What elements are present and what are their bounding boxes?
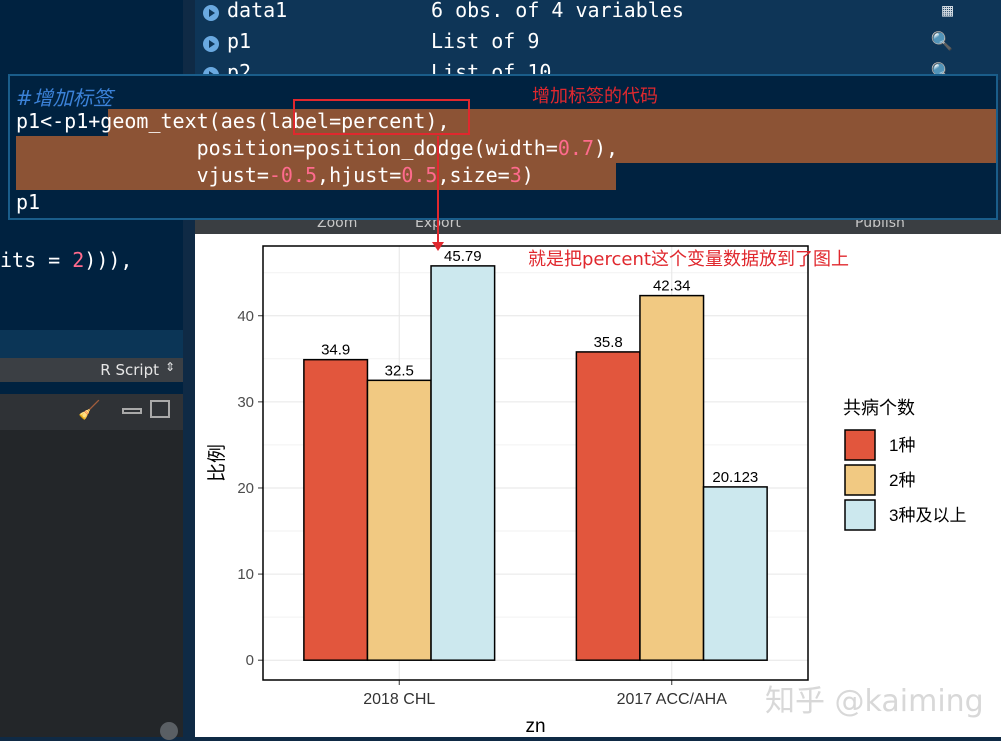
code-token: p1<-p1+ bbox=[16, 109, 101, 133]
console-toolbar: 🧹 bbox=[0, 394, 183, 430]
code-token: position=position_dodge(width= bbox=[16, 136, 558, 160]
code-token: vjust= bbox=[16, 163, 269, 187]
annotation-label: 增加标签的代码 bbox=[532, 86, 658, 107]
code-token: ), bbox=[593, 136, 619, 160]
console-pane bbox=[0, 430, 183, 737]
data-label: 34.9 bbox=[321, 342, 350, 359]
expand-arrow-icon[interactable] bbox=[203, 5, 219, 21]
code-number: 3 bbox=[509, 163, 522, 187]
legend-label: 1种 bbox=[889, 436, 915, 455]
data-label: 20.123 bbox=[712, 469, 758, 486]
code-number: 2 bbox=[72, 248, 85, 272]
code-line-1: p1<-p1+geom_text(aes(label=percent), bbox=[16, 109, 450, 133]
maximize-icon[interactable] bbox=[150, 400, 170, 418]
updown-icon[interactable]: ⇕ bbox=[164, 360, 175, 374]
code-highlight bbox=[108, 109, 996, 136]
broom-icon[interactable]: 🧹 bbox=[78, 400, 101, 421]
highlight-box bbox=[293, 99, 470, 135]
env-object-value: 6 obs. of 4 variables bbox=[431, 0, 684, 22]
y-axis-title: 比例 bbox=[206, 444, 228, 482]
legend-swatch bbox=[844, 464, 876, 496]
editor-code-fragment[interactable]: its = 2))), bbox=[0, 248, 132, 272]
env-row-data1[interactable]: data1 6 obs. of 4 variables ▦ bbox=[203, 0, 993, 30]
bar bbox=[575, 351, 641, 661]
code-token: geom_text(aes(label=percent), bbox=[100, 109, 450, 133]
code-highlight bbox=[16, 136, 996, 163]
code-number: -0.5 bbox=[268, 163, 318, 187]
env-object-value: List of 9 bbox=[431, 29, 540, 53]
zoom-button[interactable]: Zoom bbox=[317, 220, 358, 231]
code-token: ) bbox=[521, 163, 534, 187]
legend-label: 2种 bbox=[889, 471, 915, 490]
y-tick-label: 20 bbox=[237, 480, 254, 497]
env-object-name: data1 bbox=[227, 0, 288, 22]
y-tick-label: 0 bbox=[246, 652, 254, 669]
code-line-2: position=position_dodge(width=0.7), bbox=[16, 136, 618, 160]
scrollbar-thumb[interactable] bbox=[160, 722, 178, 740]
expand-arrow-icon[interactable] bbox=[203, 36, 219, 52]
data-label: 45.79 bbox=[444, 248, 482, 265]
editor-status-divider bbox=[0, 330, 183, 358]
bar bbox=[639, 294, 705, 661]
bar bbox=[303, 358, 369, 661]
env-row-p1[interactable]: p1 List of 9 🔍 bbox=[203, 29, 993, 61]
minimize-icon[interactable] bbox=[122, 408, 142, 414]
plot-viewer-toolbar: Zoom Export Publish bbox=[195, 220, 1001, 234]
arrow-head-icon bbox=[432, 242, 444, 251]
code-comment-partial: #精确小数位平分 bbox=[16, 214, 173, 220]
publish-button[interactable]: Publish bbox=[855, 220, 905, 231]
data-label: 35.8 bbox=[594, 334, 623, 351]
legend-swatch bbox=[844, 429, 876, 461]
code-comment: #增加标签 bbox=[16, 86, 113, 110]
code-highlight bbox=[16, 163, 616, 190]
legend-label: 3种及以上 bbox=[889, 506, 966, 525]
code-number: 0.7 bbox=[557, 136, 594, 160]
script-type-selector[interactable]: R Script bbox=[100, 361, 159, 379]
code-line-3: vjust=-0.5,hjust=0.5,size=3) bbox=[16, 163, 534, 187]
y-tick-label: 40 bbox=[237, 308, 254, 325]
environment-pane: data1 6 obs. of 4 variables ▦ p1 List of… bbox=[195, 0, 1001, 84]
code-token: ,size= bbox=[437, 163, 510, 187]
bar bbox=[366, 379, 432, 661]
code-token: ,hjust= bbox=[317, 163, 402, 187]
code-text: its = bbox=[0, 248, 73, 272]
y-tick-label: 10 bbox=[237, 566, 254, 583]
panel-border bbox=[262, 245, 809, 681]
bar bbox=[702, 486, 768, 661]
plot-viewer: 0 10 20 30 40 34.9 32.5 45.79 2018 CHL 35.8 42.34 2… bbox=[195, 234, 1001, 737]
table-icon[interactable]: ▦ bbox=[942, 0, 953, 21]
watermark: 知乎 @kaiming bbox=[765, 684, 984, 719]
magnifier-icon[interactable]: 🔍 bbox=[930, 31, 953, 52]
data-label: 42.34 bbox=[653, 278, 691, 295]
legend-swatch bbox=[844, 499, 876, 531]
code-line-4: p1 bbox=[16, 190, 41, 214]
bar bbox=[430, 265, 496, 661]
code-text: ))), bbox=[84, 248, 133, 272]
x-tick-label: 2017 ACC/AHA bbox=[617, 691, 728, 708]
env-object-name: p1 bbox=[227, 29, 252, 53]
editor-status-bar: R Script ⇕ bbox=[0, 358, 183, 382]
legend-title: 共病个数 bbox=[843, 398, 915, 418]
y-tick-label: 30 bbox=[237, 394, 254, 411]
code-snippet-overlay: #增加标签 p1<-p1+geom_text(aes(label=percent… bbox=[8, 74, 998, 220]
data-label: 32.5 bbox=[385, 362, 414, 379]
bar-chart: 0 10 20 30 40 34.9 32.5 45.79 2018 CHL 35.8 42.34 2… bbox=[206, 245, 966, 737]
code-number: 0.5 bbox=[401, 163, 438, 187]
annotation-label: 就是把percent这个变量数据放到了图上 bbox=[528, 249, 849, 270]
x-axis-title: zn bbox=[525, 716, 545, 737]
annotation-arrow bbox=[437, 136, 439, 244]
x-tick-label: 2018 CHL bbox=[363, 691, 435, 708]
